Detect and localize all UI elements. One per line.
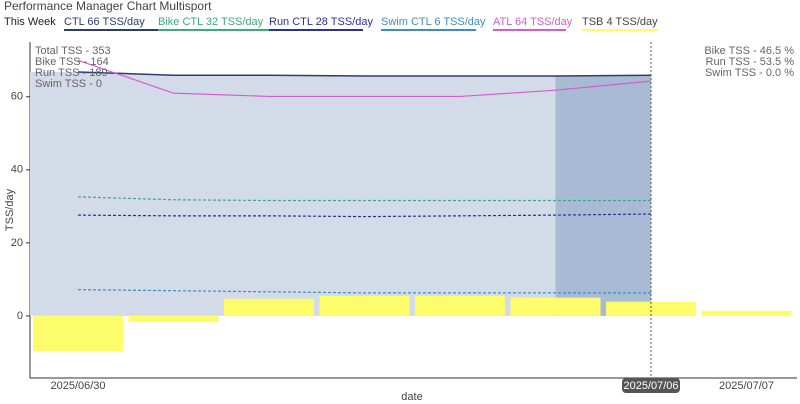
y-tick-label: 60 [11,91,23,103]
legend-label: ATL 64 TSS/day [493,16,573,28]
annotation: Run TSS - 189 [35,67,108,79]
annotation: Bike TSS - 164 [35,56,109,68]
annotation: Swim TSS - 0.0 % [705,67,794,79]
tsb-bar [415,295,505,316]
series-line [77,59,652,98]
y-tick-label: 20 [11,237,23,249]
week-highlight [555,75,651,316]
annotation: Run TSS - 53.5 % [706,56,795,68]
x-tick-label: 2025/07/06 [623,380,678,392]
legend-label: CTL 66 TSS/day [64,16,145,28]
tsb-bar [510,297,601,316]
period-label: This Week [4,16,56,28]
y-tick-label: 0 [17,310,23,322]
y-axis-label: TSS/day [4,188,16,231]
legend-label: Run CTL 28 TSS/day [269,16,373,28]
chart-title: Performance Manager Chart Multisport [4,0,212,13]
annotation: Bike TSS - 46.5 % [704,45,794,57]
legend-label: Bike CTL 32 TSS/day [158,16,264,28]
legend-label: TSB 4 TSS/day [582,16,658,28]
annotation: Swim TSS - 0 [35,78,102,90]
x-tick-label: 2025/06/30 [50,380,105,392]
series-line [77,289,651,294]
tsb-bar [128,315,219,323]
x-axis-label: date [401,391,422,403]
ctl-area [30,71,651,316]
series-line [77,213,652,218]
tsb-bar [606,301,696,316]
tsb-bar [33,315,123,352]
series-line [77,196,651,202]
series-line [77,71,652,77]
annotation: Total TSS - 353 [35,45,111,57]
highlight-label-bg [622,378,680,393]
x-tick-label: 2025/07/07 [719,380,774,392]
tsb-bar [224,298,314,316]
tsb-bar [319,295,410,316]
tsb-bar [701,310,792,316]
y-tick-label: 40 [11,164,23,176]
legend-label: Swim CTL 6 TSS/day [381,16,486,28]
